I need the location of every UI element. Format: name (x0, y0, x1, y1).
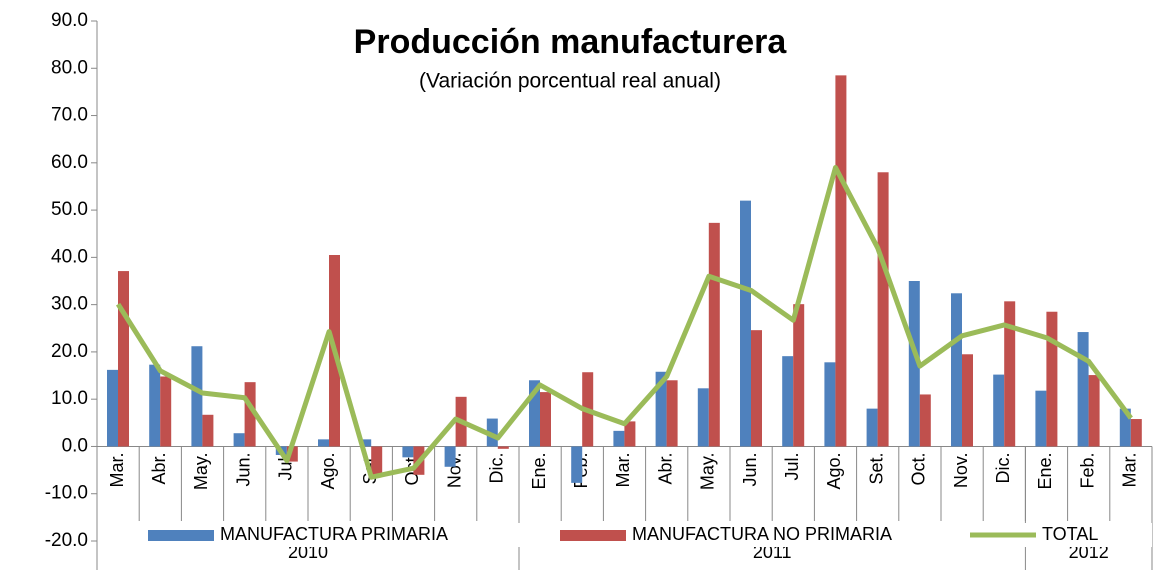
y-tick-label: 70.0 (51, 105, 88, 126)
bar (529, 380, 540, 447)
bar (740, 200, 751, 447)
bar (360, 439, 372, 447)
bar (824, 362, 836, 447)
y-tick-label: 10.0 (51, 388, 88, 409)
x-tick-label: Ago. (824, 452, 844, 489)
bar (202, 414, 214, 447)
x-tick-label: Oct. (909, 452, 929, 485)
legend-label: MANUFACTURA PRIMARIA (220, 524, 448, 544)
y-tick-label: 50.0 (51, 199, 88, 220)
bar (624, 421, 636, 447)
y-tick-label: 20.0 (51, 341, 88, 362)
x-tick-label: Mar. (107, 452, 127, 487)
bar (666, 380, 678, 447)
x-tick-label: Nov. (951, 452, 971, 488)
bar (286, 446, 298, 462)
x-tick-label: Abr. (149, 452, 169, 484)
bar (655, 371, 667, 447)
bar (233, 433, 245, 447)
legend-swatch (560, 530, 626, 541)
bar (497, 446, 509, 449)
bar (751, 330, 762, 447)
x-tick-label: Abr. (655, 452, 675, 484)
bar (962, 354, 973, 447)
bar (1119, 408, 1131, 447)
bar (697, 388, 709, 447)
bar (993, 374, 1005, 447)
bar (371, 446, 383, 475)
bar (118, 271, 129, 447)
y-tick-label: 0.0 (62, 435, 88, 456)
chart-subtitle: (Variación porcentual real anual) (419, 70, 721, 93)
legend-label: TOTAL (1042, 524, 1098, 544)
x-tick-label: Mar. (1120, 452, 1140, 487)
bar (402, 446, 414, 458)
bar (1077, 332, 1089, 447)
y-tick-label: 80.0 (51, 57, 88, 78)
x-tick-label: Ago. (318, 452, 338, 489)
x-tick-label: Dic. (487, 452, 507, 483)
bar (486, 418, 498, 447)
bar (1046, 311, 1058, 447)
line (115, 165, 1133, 480)
bar (571, 446, 583, 483)
x-tick-label: Dic. (993, 452, 1013, 483)
y-tick-label: 60.0 (51, 152, 88, 173)
x-tick-label: Set. (866, 452, 886, 484)
x-tick-label: Jun. (740, 452, 760, 486)
bar (1035, 390, 1047, 447)
bar (908, 281, 920, 447)
y-tick-label: -20.0 (45, 530, 88, 551)
bar (877, 172, 889, 447)
bar (107, 369, 118, 447)
bar (1130, 419, 1142, 447)
chart-title: Producción manufacturera (354, 23, 788, 61)
bar (951, 293, 962, 447)
x-tick-label: Ene. (1035, 452, 1055, 489)
bar (782, 356, 794, 447)
bar (866, 408, 878, 447)
x-tick-label: May. (698, 452, 718, 490)
bar (540, 392, 551, 447)
bar (244, 382, 256, 447)
bar (318, 439, 329, 447)
bar (1088, 375, 1100, 447)
y-tick-label: 30.0 (51, 294, 88, 315)
x-tick-label: Ene. (529, 452, 549, 489)
x-tick-label: May. (191, 452, 211, 490)
y-tick-label: -10.0 (45, 483, 88, 504)
bar (191, 346, 203, 447)
bar (149, 364, 161, 447)
legend-swatch (148, 530, 214, 541)
x-tick-label: Jul. (782, 452, 802, 480)
y-tick-label: 90.0 (51, 10, 88, 31)
bar (793, 304, 805, 447)
x-tick-label: Mar. (613, 452, 633, 487)
bar (835, 75, 847, 447)
legend-label: MANUFACTURA NO PRIMARIA (632, 524, 892, 544)
bar (160, 376, 172, 447)
bar (613, 430, 625, 447)
bar (444, 446, 456, 467)
x-tick-label: Feb. (1077, 452, 1097, 488)
bar (1004, 301, 1016, 447)
bar (919, 394, 931, 447)
y-tick-label: 40.0 (51, 246, 88, 267)
bar (708, 222, 720, 447)
x-tick-label: Jun. (233, 452, 253, 486)
